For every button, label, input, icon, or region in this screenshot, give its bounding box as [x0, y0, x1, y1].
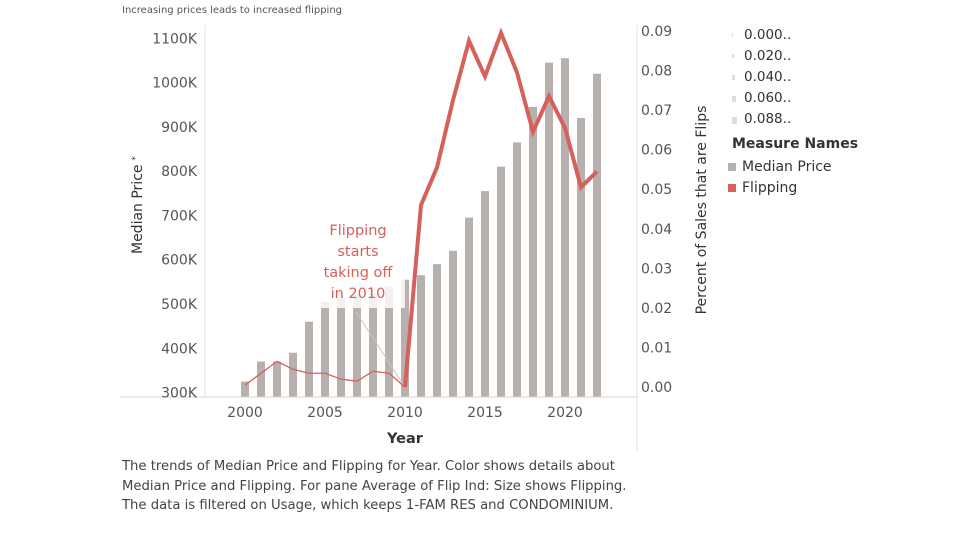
y2-axis-title: Percent of Sales that are Flips	[694, 106, 710, 315]
size-legend-label: 0.088..	[744, 111, 792, 127]
y2-tick-label: 0.06	[641, 143, 672, 159]
bar[interactable]	[417, 275, 425, 397]
y2-tick-label: 0.03	[641, 261, 672, 277]
y-tick-label: 800K	[161, 164, 198, 180]
size-legend: 0.000.. 0.020.. 0.040.. 0.060.. 0.088..	[732, 25, 791, 130]
size-legend-item[interactable]: 0.040..	[732, 67, 791, 88]
bar[interactable]	[305, 321, 313, 397]
bar[interactable]	[257, 361, 265, 397]
bar[interactable]	[529, 106, 537, 397]
bar[interactable]	[433, 264, 441, 397]
bar[interactable]	[545, 62, 553, 398]
bar[interactable]	[241, 381, 249, 398]
size-legend-label: 0.060..	[744, 90, 792, 106]
size-legend-item[interactable]: 0.020..	[732, 46, 791, 67]
x-axis-title: Year	[386, 431, 424, 447]
bar[interactable]	[321, 301, 329, 397]
size-mark	[732, 54, 734, 58]
annotation-line: starts	[337, 244, 378, 260]
legend-label: Median Price	[742, 159, 832, 175]
chart-title: Increasing prices leads to increased fli…	[122, 5, 343, 16]
legend-swatch-flipping	[728, 184, 736, 192]
annotation-pointer	[355, 311, 406, 388]
x-tick-label: 2015	[467, 405, 503, 421]
bar[interactable]	[369, 292, 377, 397]
y-tick-label: 500K	[161, 297, 198, 313]
bar[interactable]	[289, 352, 297, 397]
bar[interactable]	[593, 73, 601, 397]
annotation-line: Flipping	[329, 223, 386, 239]
y-tick-label: 600K	[161, 253, 198, 269]
bar[interactable]	[385, 286, 393, 397]
axes-layer: 300K 400K 500K 600K 700K 800K 900K 1000K 1100K 0.…	[120, 24, 710, 452]
flipping-line-late	[403, 27, 599, 388]
chart-caption: The trends of Median Price and Flipping …	[122, 459, 627, 513]
size-mark	[732, 96, 736, 102]
legend-title: Measure Names	[732, 136, 859, 152]
x-tick-label: 2000	[227, 405, 263, 421]
legend-label: Flipping	[742, 180, 798, 196]
annotation-layer: Flipping starts taking off in 2010	[312, 212, 406, 388]
x-tick-label: 2010	[387, 405, 423, 421]
annotation-line: taking off	[324, 265, 394, 281]
y-tick-label: 300K	[161, 386, 198, 402]
y2-tick-label: 0.01	[641, 341, 672, 357]
y2-tick-label: 0.07	[641, 103, 672, 119]
bar[interactable]	[353, 295, 361, 397]
size-legend-item[interactable]: 0.060..	[732, 88, 791, 109]
y-tick-label: 900K	[161, 120, 198, 136]
y2-tick-label: 0.09	[641, 24, 672, 40]
bar[interactable]	[337, 297, 345, 397]
legend-item-median-price[interactable]: Median Price	[726, 157, 832, 178]
y-axis-title-marker: *	[131, 155, 141, 160]
bar[interactable]	[401, 279, 409, 397]
y2-tick-label: 0.02	[641, 301, 672, 317]
y2-tick-label: 0.04	[641, 222, 672, 238]
line-layer	[244, 27, 599, 388]
size-legend-item[interactable]: 0.088..	[732, 109, 791, 130]
flipping-line-early	[244, 360, 406, 388]
legend-swatch-median-price	[728, 163, 736, 171]
size-mark	[732, 75, 735, 80]
size-legend-item[interactable]: 0.000..	[732, 25, 791, 46]
bar[interactable]	[449, 250, 457, 397]
y2-tick-label: 0.08	[641, 64, 672, 80]
bar[interactable]	[513, 142, 521, 397]
annotation-text: Flipping starts taking off in 2010	[324, 223, 394, 302]
y2-tick-label: 0.00	[641, 380, 672, 396]
size-mark	[732, 33, 733, 37]
x-tick-label: 2005	[307, 405, 343, 421]
annotation-line: in 2010	[331, 286, 386, 302]
legend-item-flipping[interactable]: Flipping	[726, 178, 832, 199]
y2-tick-label: 0.05	[641, 182, 672, 198]
bars-layer	[241, 58, 601, 398]
bar[interactable]	[577, 118, 585, 397]
y-tick-label: 700K	[161, 208, 198, 224]
y-axis-title: Median Price*	[130, 155, 146, 254]
bar[interactable]	[465, 217, 473, 397]
annotation-box	[312, 212, 405, 308]
bar[interactable]	[273, 361, 281, 397]
color-legend: Median Price Flipping	[726, 157, 832, 199]
y-tick-label: 1000K	[152, 76, 198, 92]
size-legend-label: 0.000..	[744, 27, 792, 43]
y-tick-label: 400K	[161, 341, 198, 357]
size-mark	[732, 117, 737, 124]
size-legend-label: 0.040..	[744, 69, 792, 85]
x-tick-label: 2020	[547, 405, 583, 421]
y-tick-label: 1100K	[152, 31, 198, 47]
bar[interactable]	[561, 58, 569, 397]
bar[interactable]	[481, 191, 489, 397]
size-legend-label: 0.020..	[744, 48, 792, 64]
bar[interactable]	[497, 166, 505, 397]
